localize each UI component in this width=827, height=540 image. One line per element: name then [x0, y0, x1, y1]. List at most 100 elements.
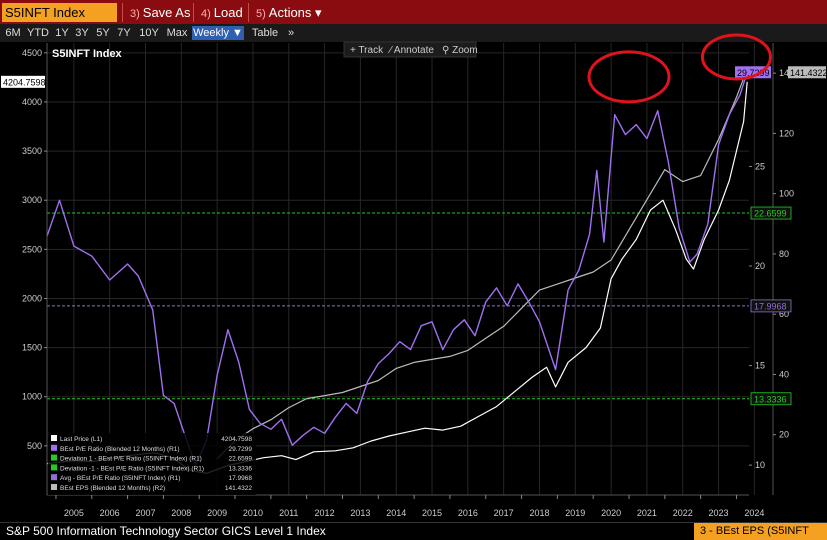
last-price-box: [1, 75, 45, 88]
zoom-tool[interactable]: ⚲ Zoom: [442, 45, 478, 56]
save-as-label: Save As: [142, 5, 191, 20]
toolbar-separator: [248, 3, 249, 22]
load-button[interactable]: 4) Load: [195, 3, 243, 22]
x-tick-label: 2016: [458, 508, 478, 518]
x-tick-label: 2022: [673, 508, 693, 518]
actions-button[interactable]: 5) Actions ▾: [250, 3, 322, 22]
top-toolbar: S5INFT Index 3) Save As 4) Load 5) Actions …: [0, 0, 827, 24]
pe-axis: 10 15 20 25: [749, 161, 765, 470]
annotations: [587, 33, 772, 104]
legend-entry-value: 4204.7598: [221, 436, 252, 443]
x-tick-label: 2007: [135, 508, 155, 518]
annotate-tool[interactable]: ⁄ Annotate: [387, 45, 434, 56]
save-as-button[interactable]: 3) Save As: [124, 3, 190, 22]
left-tick-label: 1000: [22, 392, 42, 402]
reference-value-label: 17.9968: [754, 301, 787, 311]
security-description: S&P 500 Information Technology Sector GI…: [6, 524, 326, 538]
legend-entry-value: 13.3336: [229, 465, 253, 472]
range-7y[interactable]: 7Y: [117, 27, 131, 39]
pe-tick-label: 20: [755, 261, 765, 271]
x-tick-label: 2024: [744, 508, 764, 518]
legend-entry-value: 22.6599: [229, 456, 253, 463]
save-as-shortcut: 3): [130, 8, 140, 20]
eps-tick-label: 80: [779, 249, 789, 259]
x-tick-label: 2008: [171, 508, 191, 518]
last-eps-label: 141.4322: [790, 68, 827, 78]
legend-entry-name: Last Price (L1): [60, 436, 102, 443]
x-tick-label: 2023: [709, 508, 729, 518]
legend-entry-value: 29.7299: [229, 446, 253, 453]
load-shortcut: 4): [201, 8, 211, 20]
eps-tick-label: 40: [779, 369, 789, 379]
eps-tick-label: 20: [779, 430, 789, 440]
range-5y[interactable]: 5Y: [96, 27, 110, 39]
x-tick-label: 2012: [315, 508, 335, 518]
legend-swatch: [51, 435, 57, 441]
legend-swatch: [51, 464, 57, 471]
x-tick-label: 2020: [601, 508, 621, 518]
load-label: Load: [213, 5, 243, 20]
last-pe-box: [735, 66, 771, 79]
more-button[interactable]: »: [287, 27, 295, 39]
x-tick-label: 2015: [422, 508, 442, 518]
plot-background: [47, 43, 749, 495]
range-max[interactable]: Max: [166, 27, 188, 39]
left-tick-label: 3500: [22, 146, 42, 156]
range-6m[interactable]: 6M: [5, 27, 21, 39]
reference-value-label: 22.6599: [754, 209, 787, 219]
pe-tick-label: 15: [755, 361, 765, 371]
legend-entry-name: Avg - BEst P/E Ratio (S5INFT Index) (R1): [60, 475, 180, 482]
chart-tools: [343, 41, 477, 58]
x-tick-label: 2009: [207, 508, 227, 518]
x-tick-label: 2018: [529, 508, 549, 518]
last-pe-label: 29.7299: [737, 68, 770, 78]
annotation-ellipse: [700, 33, 772, 81]
status-bar: S&P 500 Information Technology Sector GI…: [0, 522, 827, 540]
legend-entry-value: 141.4322: [225, 485, 252, 492]
pe-tick-label: 25: [755, 161, 765, 171]
reference-value-label: 13.3336: [754, 394, 787, 404]
legend-background: [48, 433, 256, 495]
period-select[interactable]: Weekly ▼: [192, 26, 244, 40]
legend-entry-name: BEst P/E Ratio (Blended 12 Months) (R1): [60, 446, 180, 453]
left-tick-label: 4000: [22, 97, 42, 107]
chart-title: S5INFT Index: [52, 48, 123, 60]
legend-entry-name: Deviation -1 - BEst P/E Ratio (S5INFT In…: [60, 465, 204, 472]
x-tick-label: 2014: [386, 508, 406, 518]
x-tick-label: 2006: [100, 508, 120, 518]
active-series-indicator[interactable]: 3 - BEst EPS (S5INFT Index): [694, 523, 827, 540]
legend: Last Price (L1) 4204.7598 BEst P/E Ratio (…: [48, 433, 256, 495]
last-eps-box: [788, 66, 826, 79]
reference-value-box: [750, 392, 792, 406]
left-tick-label: 2500: [22, 244, 42, 254]
reference-value-box: [750, 206, 792, 220]
left-tick-label: 3000: [22, 195, 42, 205]
last-value-labels: 22.6599 17.9968 13.3336 4204.7598 29.7299 141…: [1, 66, 827, 406]
reference-value-box: [750, 299, 792, 313]
left-tick-label: 4500: [22, 48, 42, 58]
range-ytd[interactable]: YTD: [27, 27, 49, 39]
table-button[interactable]: Table: [251, 27, 279, 39]
eps-tick-label: 140: [779, 68, 794, 78]
track-tool[interactable]: + Track: [350, 45, 384, 56]
legend-entry-name: BEst EPS (Blended 12 Months) (R2): [60, 485, 165, 492]
pe-tick-label: 10: [755, 460, 765, 470]
range-1y[interactable]: 1Y: [55, 27, 69, 39]
x-tick-label: 2010: [243, 508, 263, 518]
range-10y[interactable]: 10Y: [139, 27, 159, 39]
x-tick-label: 2013: [350, 508, 370, 518]
legend-swatch: [51, 454, 57, 461]
reference-lines: [47, 212, 749, 400]
eps-tick-label: 120: [779, 128, 794, 138]
range-3y[interactable]: 3Y: [75, 27, 89, 39]
actions-label: Actions: [268, 5, 312, 20]
x-tick-label: 2021: [637, 508, 657, 518]
left-axis: 500 1000 1500 2000 2500 3000 3500 4000 4500: [22, 43, 48, 495]
eps-axis: 20 40 60 80 100 120 140: [772, 43, 794, 495]
series-line-2: [216, 68, 748, 460]
range-bar: 6M YTD 1Y 3Y 5Y 7Y 10Y Max Weekly ▼ Tabl…: [0, 24, 827, 42]
gridlines: [47, 43, 755, 495]
ticker-field[interactable]: S5INFT Index: [2, 3, 117, 22]
x-tick-label: 2019: [565, 508, 585, 518]
last-price-label: 4204.7598: [3, 77, 46, 87]
